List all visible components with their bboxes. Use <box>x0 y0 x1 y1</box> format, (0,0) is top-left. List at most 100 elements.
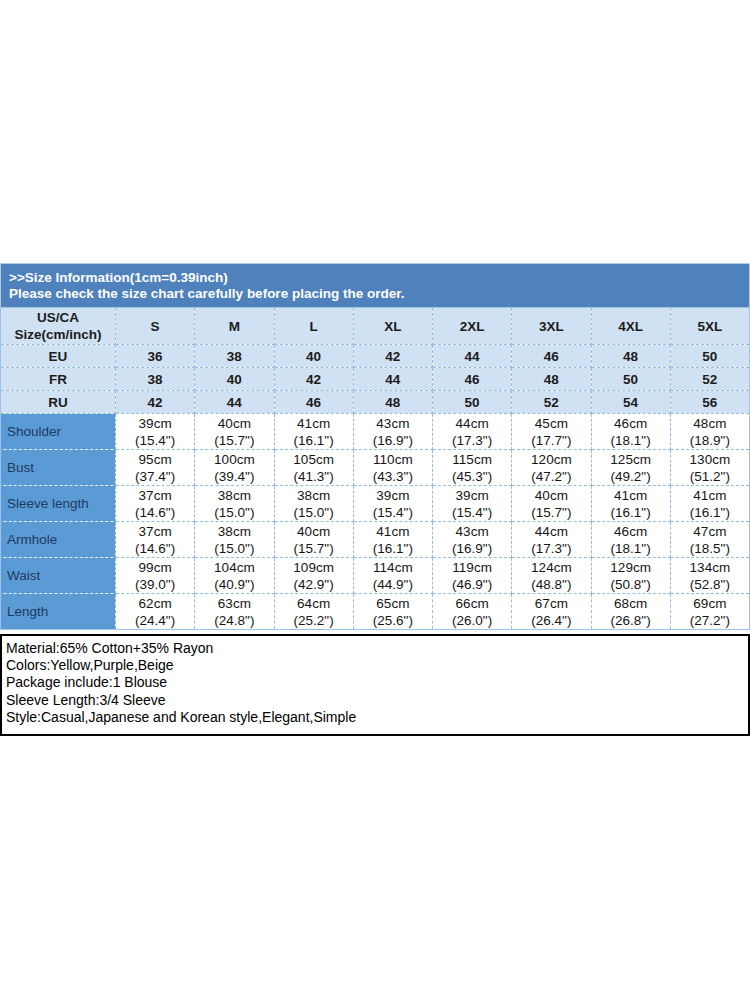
measurement-row-waist: Waist 99cm(39.0") 104cm(40.9") 109cm(42.… <box>1 558 750 594</box>
measurement-row-length: Length 62cm(24.4") 63cm(24.8") 64cm(25.2… <box>1 594 750 630</box>
region-value-cell: 46 <box>512 345 591 368</box>
measurement-value-cell: 110cm(43.3") <box>353 450 432 486</box>
measurement-value-cell: 109cm(42.9") <box>274 558 353 594</box>
size-column-header: S <box>116 308 195 345</box>
measurement-value-cell: 134cm(52.8") <box>670 558 749 594</box>
measurement-value-cell: 39cm(15.4") <box>353 486 432 522</box>
measurement-value-cell: 119cm(46.9") <box>433 558 512 594</box>
region-row-ru: RU 42 44 46 48 50 52 54 56 <box>1 391 750 414</box>
measurement-row-shoulder: Shoulder 39cm(15.4") 40cm(15.7") 41cm(16… <box>1 414 750 450</box>
measurement-value-cell: 99cm(39.0") <box>116 558 195 594</box>
detail-line-sleeve: Sleeve Length:3/4 Sleeve <box>6 692 742 709</box>
measurement-row-armhole: Armhole 37cm(14.6") 38cm(15.0") 40cm(15.… <box>1 522 750 558</box>
detail-line-package: Package include:1 Blouse <box>6 674 742 691</box>
measurement-value-cell: 40cm(15.7") <box>512 486 591 522</box>
measurement-value-cell: 120cm(47.2") <box>512 450 591 486</box>
detail-line-style: Style:Casual,Japanese and Korean style,E… <box>6 709 742 726</box>
region-value-cell: 54 <box>591 391 670 414</box>
measurement-value-cell: 63cm(24.8") <box>195 594 274 630</box>
size-column-header: M <box>195 308 274 345</box>
region-value-cell: 48 <box>512 368 591 391</box>
region-label: FR <box>1 368 116 391</box>
region-value-cell: 56 <box>670 391 749 414</box>
banner-line-2: Please check the size chart carefully be… <box>9 286 743 302</box>
measurement-value-cell: 40cm(15.7") <box>195 414 274 450</box>
measurement-value-cell: 66cm(26.0") <box>433 594 512 630</box>
size-column-header: 3XL <box>512 308 591 345</box>
detail-line-colors: Colors:Yellow,Purple,Beige <box>6 657 742 674</box>
size-column-header: 2XL <box>433 308 512 345</box>
measurement-value-cell: 69cm(27.2") <box>670 594 749 630</box>
measurement-value-cell: 129cm(50.8") <box>591 558 670 594</box>
size-column-header: XL <box>353 308 432 345</box>
region-value-cell: 42 <box>353 345 432 368</box>
measurement-label: Waist <box>1 558 116 594</box>
measurement-value-cell: 41cm(16.1") <box>591 486 670 522</box>
size-column-header: 4XL <box>591 308 670 345</box>
region-value-cell: 40 <box>274 345 353 368</box>
detail-line-material: Material:65% Cotton+35% Rayon <box>6 640 742 657</box>
measurement-value-cell: 44cm(17.3") <box>433 414 512 450</box>
measurement-value-cell: 130cm(51.2") <box>670 450 749 486</box>
region-value-cell: 42 <box>116 391 195 414</box>
region-row-eu: EU 36 38 40 42 44 46 48 50 <box>1 345 750 368</box>
corner-line-2: Size(cm/inch) <box>1 326 115 343</box>
measurement-value-cell: 45cm(17.7") <box>512 414 591 450</box>
measurement-label: Bust <box>1 450 116 486</box>
measurement-value-cell: 95cm(37.4") <box>116 450 195 486</box>
size-column-header: L <box>274 308 353 345</box>
region-row-fr: FR 38 40 42 44 46 48 50 52 <box>1 368 750 391</box>
size-chart-page: >>Size Information(1cm=0.39inch) Please … <box>0 0 750 1000</box>
region-value-cell: 44 <box>195 391 274 414</box>
size-chart-table: US/CA Size(cm/inch) S M L XL 2XL 3XL 4XL… <box>0 307 750 630</box>
size-header-row: US/CA Size(cm/inch) S M L XL 2XL 3XL 4XL… <box>1 308 750 345</box>
measurement-value-cell: 115cm(45.3") <box>433 450 512 486</box>
measurement-value-cell: 39cm(15.4") <box>433 486 512 522</box>
region-value-cell: 46 <box>433 368 512 391</box>
region-value-cell: 48 <box>353 391 432 414</box>
region-value-cell: 52 <box>670 368 749 391</box>
measurement-value-cell: 41cm(16.1") <box>274 414 353 450</box>
measurement-value-cell: 43cm(16.9") <box>353 414 432 450</box>
measurement-label: Shoulder <box>1 414 116 450</box>
region-label: EU <box>1 345 116 368</box>
product-details-box: Material:65% Cotton+35% Rayon Colors:Yel… <box>0 634 750 736</box>
measurement-row-bust: Bust 95cm(37.4") 100cm(39.4") 105cm(41.3… <box>1 450 750 486</box>
measurement-value-cell: 124cm(48.8") <box>512 558 591 594</box>
region-value-cell: 40 <box>195 368 274 391</box>
region-value-cell: 38 <box>195 345 274 368</box>
measurement-value-cell: 38cm(15.0") <box>274 486 353 522</box>
measurement-value-cell: 38cm(15.0") <box>195 486 274 522</box>
measurement-value-cell: 44cm(17.3") <box>512 522 591 558</box>
measurement-value-cell: 39cm(15.4") <box>116 414 195 450</box>
measurement-value-cell: 46cm(18.1") <box>591 522 670 558</box>
measurement-label: Length <box>1 594 116 630</box>
region-value-cell: 48 <box>591 345 670 368</box>
measurement-value-cell: 64cm(25.2") <box>274 594 353 630</box>
measurement-value-cell: 62cm(24.4") <box>116 594 195 630</box>
measurement-value-cell: 43cm(16.9") <box>433 522 512 558</box>
measurement-value-cell: 37cm(14.6") <box>116 486 195 522</box>
measurement-value-cell: 41cm(16.1") <box>670 486 749 522</box>
measurement-value-cell: 46cm(18.1") <box>591 414 670 450</box>
measurement-value-cell: 48cm(18.9") <box>670 414 749 450</box>
measurement-value-cell: 40cm(15.7") <box>274 522 353 558</box>
region-value-cell: 50 <box>433 391 512 414</box>
measurement-value-cell: 37cm(14.6") <box>116 522 195 558</box>
region-label: RU <box>1 391 116 414</box>
measurement-value-cell: 41cm(16.1") <box>353 522 432 558</box>
size-chart-content: >>Size Information(1cm=0.39inch) Please … <box>0 263 750 736</box>
region-value-cell: 42 <box>274 368 353 391</box>
measurement-value-cell: 114cm(44.9") <box>353 558 432 594</box>
region-value-cell: 44 <box>353 368 432 391</box>
measurement-value-cell: 100cm(39.4") <box>195 450 274 486</box>
region-value-cell: 50 <box>591 368 670 391</box>
measurement-value-cell: 125cm(49.2") <box>591 450 670 486</box>
region-value-cell: 36 <box>116 345 195 368</box>
region-value-cell: 38 <box>116 368 195 391</box>
region-value-cell: 44 <box>433 345 512 368</box>
region-value-cell: 46 <box>274 391 353 414</box>
measurement-value-cell: 104cm(40.9") <box>195 558 274 594</box>
banner-line-1: >>Size Information(1cm=0.39inch) <box>9 270 743 286</box>
measurement-value-cell: 47cm(18.5") <box>670 522 749 558</box>
